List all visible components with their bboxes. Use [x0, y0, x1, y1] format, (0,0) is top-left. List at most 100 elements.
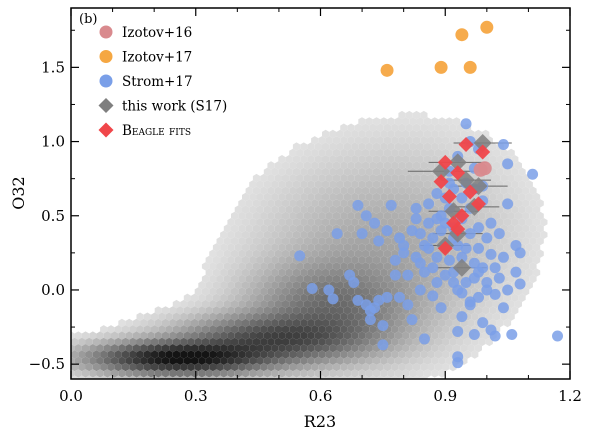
density-hex: [467, 155, 475, 164]
density-hex: [511, 155, 519, 164]
density-hex: [307, 331, 315, 340]
density-hex: [271, 192, 279, 202]
density-hex: [183, 306, 191, 315]
density-hex: [165, 362, 173, 372]
density-hex: [322, 129, 330, 139]
density-hex: [329, 255, 337, 265]
density-hex: [143, 375, 151, 379]
density-hex: [220, 268, 228, 277]
density-hex: [529, 274, 537, 284]
density-hex: [121, 325, 130, 334]
point-beagle-fits: [441, 188, 457, 204]
density-hex: [369, 249, 377, 258]
density-hex: [260, 262, 268, 271]
x-tick-label: 1.2: [558, 387, 582, 405]
density-hex: [100, 350, 108, 359]
density-hex: [402, 331, 410, 340]
density-hex: [216, 249, 224, 258]
density-hex: [223, 224, 231, 233]
point-strom-17: [423, 198, 435, 210]
point-strom-17: [294, 250, 306, 262]
point-beagle-fits: [433, 174, 449, 190]
density-hex: [318, 274, 326, 284]
density-hex: [412, 299, 421, 309]
density-hex: [245, 287, 253, 296]
legend-marker-izotov-16: [99, 25, 113, 39]
density-hex: [500, 262, 508, 271]
density-hex: [351, 356, 359, 365]
density-hex: [176, 356, 184, 365]
density-hex: [289, 337, 297, 347]
density-hex: [292, 356, 301, 365]
point-beagle-fits: [450, 221, 466, 237]
density-hex: [198, 356, 206, 365]
density-hex: [172, 325, 181, 334]
density-hex: [205, 255, 213, 265]
density-hex: [358, 155, 366, 164]
density-hex: [194, 312, 202, 321]
density-hex: [147, 318, 155, 328]
density-hex: [140, 344, 148, 353]
point-strom-17: [414, 284, 426, 296]
density-hex: [351, 344, 359, 353]
density-hex: [383, 375, 392, 379]
density-hex: [416, 356, 424, 365]
density-hex: [514, 186, 522, 195]
density-hex: [485, 299, 493, 309]
point-strom-17: [514, 278, 526, 290]
density-hex: [212, 369, 221, 378]
density-hex: [380, 255, 388, 265]
density-hex: [325, 211, 333, 221]
density-hex: [85, 337, 93, 347]
density-hex: [285, 192, 293, 202]
density-hex: [274, 287, 282, 296]
density-hex: [158, 362, 166, 372]
density-hex: [271, 306, 279, 315]
density-hex: [169, 369, 177, 378]
density-hex: [340, 199, 348, 208]
density-hex: [332, 249, 341, 258]
density-hex: [336, 180, 344, 189]
density-hex: [423, 306, 432, 315]
density-hex: [536, 199, 544, 208]
density-hex: [245, 362, 253, 372]
density-hex: [362, 249, 370, 258]
density-hex: [412, 362, 421, 372]
density-hex: [71, 362, 79, 372]
density-hex: [263, 218, 272, 227]
point-strom-17: [373, 294, 385, 306]
density-hex: [318, 362, 326, 372]
density-hex: [307, 167, 315, 176]
density-hex: [365, 356, 373, 365]
density-hex: [260, 337, 268, 347]
density-hex: [402, 344, 410, 353]
density-hex: [427, 362, 435, 372]
legend-marker-izotov-17: [99, 50, 113, 63]
density-hex: [260, 224, 268, 233]
density-hex: [303, 274, 312, 284]
density-hex: [132, 344, 141, 353]
density-hex: [325, 337, 333, 347]
density-hex: [332, 312, 341, 321]
density-hex: [303, 211, 312, 221]
density-hex: [245, 274, 253, 284]
density-hex: [187, 337, 195, 347]
density-hex: [256, 281, 264, 290]
density-hex: [242, 356, 250, 365]
density-hex: [143, 337, 151, 347]
point-strom-17: [327, 293, 339, 305]
density-hex: [409, 192, 417, 202]
density-hex: [180, 299, 188, 309]
density-hex: [402, 129, 410, 139]
density-hex: [340, 337, 348, 347]
density-hex: [507, 173, 515, 183]
density-hex: [325, 199, 333, 208]
density-hex: [249, 281, 257, 290]
density-hex: [282, 262, 290, 271]
density-hex: [252, 199, 261, 208]
density-hex: [249, 255, 257, 265]
x-axis-label: R23: [304, 412, 336, 431]
density-hex: [267, 350, 275, 359]
density-hex: [300, 167, 308, 176]
density-hex: [351, 129, 359, 139]
